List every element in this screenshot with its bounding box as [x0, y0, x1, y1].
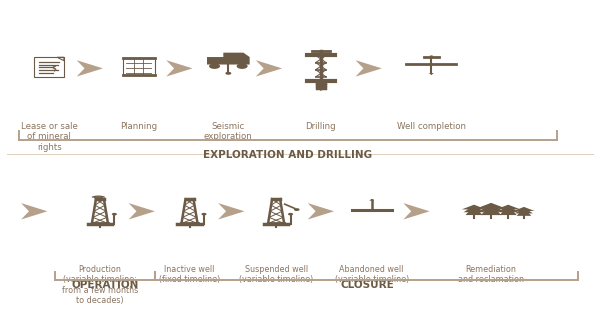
Circle shape — [236, 64, 248, 69]
Polygon shape — [466, 206, 482, 215]
Polygon shape — [369, 199, 374, 201]
Text: Inactive well
(fixed timeline): Inactive well (fixed timeline) — [159, 265, 220, 284]
Circle shape — [430, 55, 433, 57]
Circle shape — [288, 213, 293, 215]
Polygon shape — [308, 203, 334, 219]
Polygon shape — [476, 203, 506, 208]
Polygon shape — [218, 203, 244, 219]
Polygon shape — [429, 73, 434, 75]
Polygon shape — [403, 203, 430, 219]
Polygon shape — [319, 88, 323, 91]
Polygon shape — [498, 205, 518, 212]
Text: Suspended well
(variable timeline): Suspended well (variable timeline) — [239, 265, 313, 284]
Polygon shape — [462, 205, 487, 209]
Text: Lease or sale
of mineral
rights: Lease or sale of mineral rights — [21, 122, 77, 152]
Text: EXPLORATION AND DRILLING: EXPLORATION AND DRILLING — [203, 150, 373, 160]
Polygon shape — [356, 60, 382, 77]
Polygon shape — [496, 205, 520, 209]
Polygon shape — [514, 207, 535, 211]
Circle shape — [209, 64, 220, 69]
Text: OPERATION: OPERATION — [71, 280, 139, 290]
Text: Remediation
and reclamation: Remediation and reclamation — [458, 265, 524, 284]
Text: Production
(variable timeline;
from a few months
to decades): Production (variable timeline; from a fe… — [62, 265, 138, 305]
Polygon shape — [500, 206, 517, 215]
Text: Planning: Planning — [120, 122, 157, 131]
Polygon shape — [256, 60, 282, 77]
Text: CLOSURE: CLOSURE — [340, 280, 394, 290]
Polygon shape — [481, 204, 501, 215]
Polygon shape — [517, 208, 531, 216]
Polygon shape — [77, 60, 103, 77]
Polygon shape — [166, 60, 193, 77]
Text: Drilling: Drilling — [305, 122, 336, 131]
Text: $: $ — [51, 66, 56, 72]
Polygon shape — [515, 207, 533, 213]
Bar — [123, 59, 155, 75]
Circle shape — [294, 208, 299, 211]
Polygon shape — [21, 203, 47, 219]
Polygon shape — [207, 53, 250, 64]
Circle shape — [202, 213, 206, 215]
Polygon shape — [464, 205, 484, 212]
Polygon shape — [479, 203, 503, 212]
Polygon shape — [128, 203, 155, 219]
Circle shape — [226, 72, 232, 75]
Text: Abandoned well
(variable timeline): Abandoned well (variable timeline) — [335, 265, 409, 284]
Text: Well completion: Well completion — [397, 122, 466, 131]
Text: Seismic
exploration: Seismic exploration — [204, 122, 253, 141]
Circle shape — [112, 213, 117, 215]
